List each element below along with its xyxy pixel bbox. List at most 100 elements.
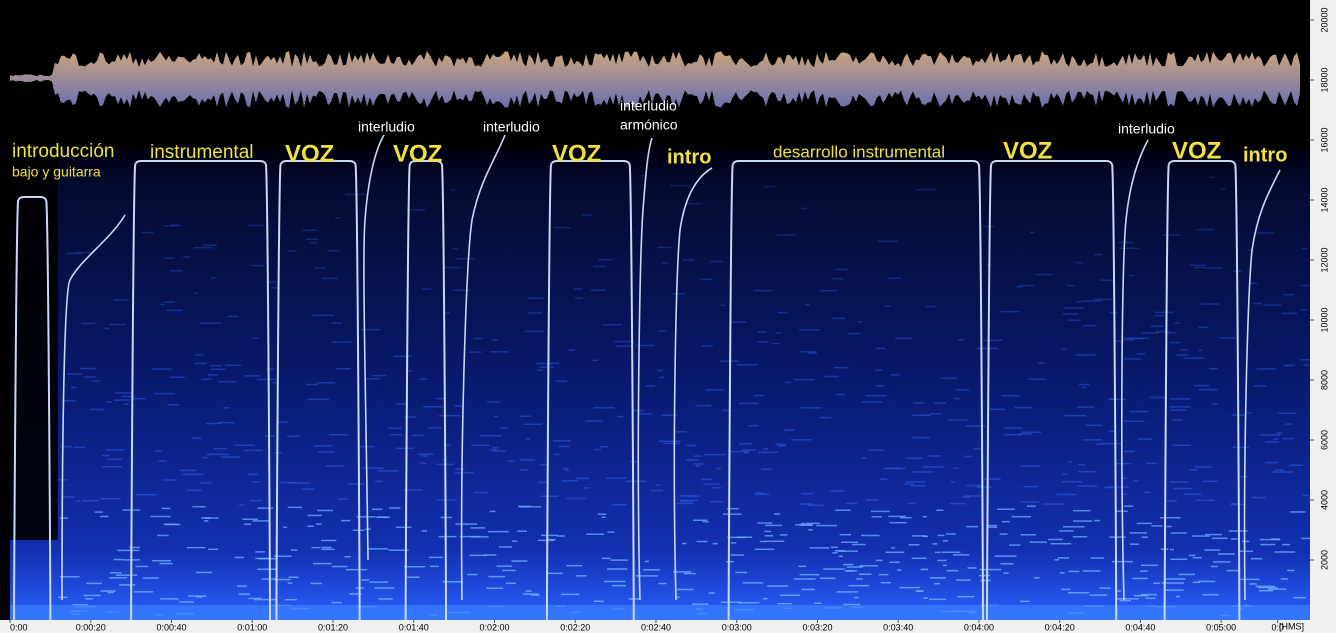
spectral-line [1173,487,1193,490]
spectral-line [160,598,179,600]
spectral-line [1128,274,1135,277]
x-tick-label: 0:01:00 [237,622,267,632]
spectral-line [774,513,781,515]
spectral-line [836,591,858,593]
spectral-line [1285,364,1295,367]
spectral-line [90,408,105,411]
spectral-line [1274,551,1296,553]
spectral-line [611,504,628,506]
spectral-line [407,576,420,578]
spectral-line [488,575,505,578]
spectral-line [904,483,914,485]
spectral-line [387,427,402,430]
spectral-line [1061,348,1067,350]
spectral-line [1232,446,1250,449]
spectral-line [1169,341,1180,344]
spectral-line [845,502,858,505]
spectral-line [312,314,334,317]
spectral-line [1082,439,1103,441]
spectral-line [669,184,691,187]
x-tick-label: 0:03:00 [722,622,752,632]
spectral-line [590,289,606,292]
spectral-line [242,518,258,520]
spectral-line [257,568,278,570]
spectral-line [129,546,140,549]
spectral-line [561,480,574,482]
spectral-line [819,577,836,580]
spectral-line [945,533,956,535]
spectral-line [934,551,941,554]
spectral-line [658,330,667,332]
spectral-line [341,519,351,522]
spectral-line [1163,589,1184,591]
spectral-line [1107,486,1129,488]
spectral-line [76,500,81,502]
spectral-line [1267,588,1287,590]
spectral-line [801,492,814,495]
spectral-line [1067,319,1081,321]
spectral-line [777,602,792,605]
spectral-line [1180,349,1189,351]
x-tick-label: 0:04:00 [964,622,994,632]
spectral-line [444,312,451,314]
spectral-line [439,414,461,417]
spectral-line [1034,577,1040,579]
spectral-line [880,581,891,584]
spectral-line [1283,293,1294,296]
spectral-line [765,524,783,527]
spectral-line [838,555,843,558]
spectral-line [1198,326,1209,328]
spectral-line [539,366,554,369]
spectral-line [1196,228,1215,231]
spectral-line [1189,264,1207,267]
spectral-line [527,312,543,314]
y-tick-label: 10000 [1319,307,1329,332]
spectral-line [779,534,788,536]
spectral-line [1076,485,1098,487]
spectral-line [272,382,278,384]
spectral-line [1076,261,1084,264]
spectral-line [486,587,504,589]
spectral-line [1123,450,1135,453]
spectral-line [361,579,369,581]
spectral-line [980,579,991,582]
spectral-line [307,514,322,517]
spectral-line [525,590,532,592]
spectral-line [1201,303,1220,305]
spectral-line [1062,473,1068,476]
spectral-line [794,578,816,580]
annotation: VOZ [1003,137,1052,164]
spectral-line [564,469,569,472]
spectral-line [1136,353,1146,355]
spectral-line [607,568,628,570]
spectral-line [255,551,266,553]
spectral-line [266,368,275,371]
spectral-line [891,547,896,549]
spectral-line [1198,388,1218,391]
spectral-line [767,585,789,587]
spectral-line [941,551,961,554]
spectral-line [1011,515,1032,518]
spectral-line [554,226,572,229]
spectral-line [1287,569,1295,572]
x-tick-label: 0:04:20 [1045,622,1075,632]
spectral-line [889,561,900,563]
spectral-line [682,542,687,545]
spectral-line [843,603,861,606]
spectral-line [929,455,942,457]
y-tick-label: 20000 [1319,7,1329,32]
spectral-line [677,588,694,591]
spectral-line [94,511,103,513]
spectral-line [1249,583,1257,585]
spectral-line [834,366,849,369]
spectral-line [1204,267,1223,269]
spectral-line [276,421,289,423]
spectral-line [946,569,959,572]
spectral-line [106,401,112,403]
spectral-line [625,480,647,483]
spectral-line [331,322,342,324]
spectral-line [775,443,786,446]
spectral-line [305,383,318,386]
spectral-line [517,530,528,532]
spectral-line [645,385,656,387]
